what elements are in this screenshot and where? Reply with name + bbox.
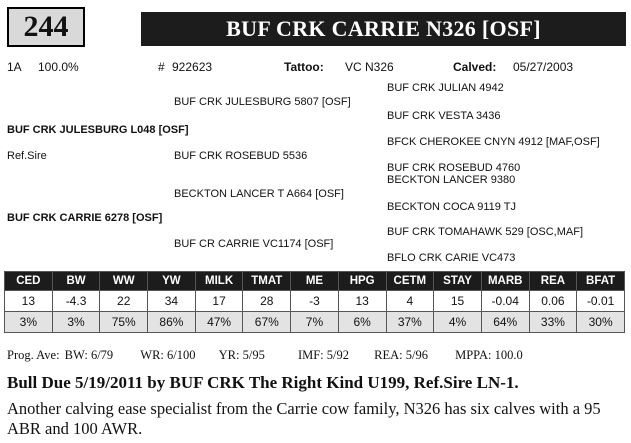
- epd-value: 13: [4, 290, 53, 312]
- pedigree-dam-dam: BUF CR CARRIE VC1174 [OSF]: [174, 238, 334, 250]
- epd-header: REA: [528, 271, 578, 291]
- calved-value: 05/27/2003: [513, 60, 574, 74]
- epd-header: STAY: [433, 271, 482, 291]
- epd-percentile: 86%: [147, 311, 196, 333]
- reg-number: 922623: [172, 60, 213, 74]
- epd-value: -3: [290, 290, 339, 312]
- epd-header: TMAT: [242, 271, 292, 291]
- pedigree-dds: BUF CRK TOMAHAWK 529 [OSC,MAF]: [387, 226, 583, 238]
- pedigree-sire-sire: BUF CRK JULESBURG 5807 [OSF]: [174, 96, 351, 108]
- pedigree-sdd: BUF CRK ROSEBUD 4760: [387, 162, 521, 174]
- epd-value: 15: [433, 290, 482, 312]
- epd-percentile: 3%: [4, 311, 53, 333]
- epd-percentile: 6%: [337, 311, 387, 333]
- epd-header: YW: [147, 271, 196, 291]
- epd-percentile: 67%: [242, 311, 292, 333]
- epd-value: -4.3: [51, 290, 101, 312]
- epd-header-row: CED BW WW YW MILK TMAT ME HPG CETM STAY …: [4, 271, 625, 291]
- epd-value: 28: [242, 290, 292, 312]
- epd-header: HPG: [337, 271, 387, 291]
- epd-percentile: 3%: [51, 311, 101, 333]
- epd-table: CED BW WW YW MILK TMAT ME HPG CETM STAY …: [4, 271, 625, 333]
- epd-value: -0.04: [480, 290, 530, 312]
- epd-percentile: 64%: [480, 311, 530, 333]
- pedigree-sds: BFCK CHEROKEE CNYN 4912 [MAF,OSF]: [387, 136, 600, 148]
- epd-percentile-row: 3% 3% 75% 86% 47% 67% 7% 6% 37% 4% 64% 3…: [4, 311, 625, 333]
- progeny-averages: Prog. Ave: BW: 6/79 WR: 6/100 YR: 5/95 I…: [7, 348, 523, 363]
- epd-percentile: 7%: [290, 311, 339, 333]
- epd-value: 0.06: [528, 290, 578, 312]
- pedigree-sire: BUF CRK JULESBURG L048 [OSF]: [7, 124, 189, 136]
- epd-value-row: 13 -4.3 22 34 17 28 -3 13 4 15 -0.04 0.0…: [4, 290, 625, 312]
- pedigree-dss: BECKTON LANCER 9380: [387, 174, 516, 186]
- percent: 100.0%: [38, 60, 79, 74]
- epd-value: 4: [385, 290, 435, 312]
- pedigree-sire-dam: BUF CRK ROSEBUD 5536: [174, 150, 308, 162]
- calved-label: Calved:: [453, 60, 497, 74]
- progeny-yr: YR: 5/95: [218, 348, 265, 362]
- epd-header: MARB: [480, 271, 530, 291]
- progeny-label: Prog. Ave:: [7, 348, 60, 362]
- epd-percentile: 4%: [433, 311, 482, 333]
- pedigree-sss: BUF CRK JULIAN 4942: [387, 82, 504, 94]
- epd-header: BFAT: [576, 271, 625, 291]
- epd-value: -0.01: [576, 290, 625, 312]
- pedigree-ssd: BUF CRK VESTA 3436: [387, 110, 501, 122]
- progeny-imf: IMF: 5/92: [297, 348, 350, 362]
- epd-value: 13: [337, 290, 387, 312]
- epd-value: 17: [194, 290, 244, 312]
- tattoo-value: VC N326: [345, 60, 394, 74]
- reg-label: #: [158, 60, 165, 74]
- epd-percentile: 33%: [528, 311, 578, 333]
- epd-header: CED: [4, 271, 53, 291]
- epd-header: BW: [51, 271, 101, 291]
- pedigree-dam-sire: BECKTON LANCER T A664 [OSF]: [174, 188, 344, 200]
- lot-number: 244: [7, 7, 85, 47]
- description-headline: Bull Due 5/19/2011 by BUF CRK The Right …: [7, 373, 519, 392]
- progeny-wr: WR: 6/100: [140, 348, 196, 362]
- epd-value: 34: [147, 290, 196, 312]
- ref-sire-label: Ref.Sire: [7, 150, 47, 162]
- pedigree-ddd: BFLO CRK CARIE VC473: [387, 252, 516, 264]
- epd-header: WW: [99, 271, 149, 291]
- progeny-bw: BW: 6/79: [64, 348, 114, 362]
- epd-value: 22: [99, 290, 149, 312]
- epd-percentile: 75%: [99, 311, 149, 333]
- epd-header: MILK: [194, 271, 244, 291]
- epd-percentile: 37%: [385, 311, 435, 333]
- tattoo-label: Tattoo:: [284, 60, 324, 74]
- class-code: 1A: [7, 60, 22, 74]
- animal-name-title: BUF CRK CARRIE N326 [OSF]: [141, 12, 626, 46]
- epd-header: CETM: [385, 271, 435, 291]
- epd-percentile: 47%: [194, 311, 244, 333]
- progeny-mppa: MPPA: 100.0: [455, 348, 523, 362]
- pedigree-dam: BUF CRK CARRIE 6278 [OSF]: [7, 212, 163, 224]
- epd-percentile: 30%: [576, 311, 625, 333]
- pedigree-dsd: BECKTON COCA 9119 TJ: [387, 201, 516, 213]
- description-body: Another calving ease specialist from the…: [7, 399, 601, 438]
- epd-header: ME: [290, 271, 339, 291]
- progeny-rea: REA: 5/96: [374, 348, 428, 362]
